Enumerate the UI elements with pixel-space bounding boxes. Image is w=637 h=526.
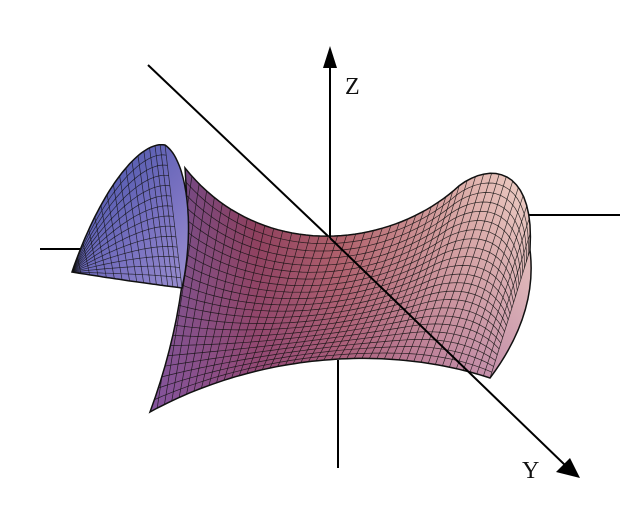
surface-mesh [150,168,531,412]
mesh-line-vertical [164,183,200,405]
mesh-line-horizontal [167,273,511,315]
mesh-line-horizontal [154,339,496,380]
y-axis-front [329,237,567,467]
mesh-line-vertical [269,235,320,369]
mesh-line-horizontal [179,201,525,268]
fold-mesh-line [72,174,169,273]
mesh-line-vertical [435,173,500,365]
mesh-line-horizontal [178,210,524,274]
y-axis-back [147,64,331,239]
fold-mesh-line [72,215,174,273]
mesh-line-vertical [469,205,528,373]
mesh-line-horizontal [164,290,507,326]
mesh-line-horizontal [165,282,509,320]
mesh-line-horizontal [157,323,500,357]
mesh-line-vertical [208,218,248,386]
mesh-line-vertical [171,190,207,401]
z-axis-arrowhead [323,46,337,68]
mesh-line-vertical [406,180,468,361]
mesh-line-vertical [285,235,338,366]
fold-mesh-line [72,256,179,273]
mesh-line-vertical [261,235,311,370]
fold-mesh-line [72,205,173,273]
mesh-line-vertical [178,197,215,398]
mesh-line-vertical [369,206,432,359]
mesh-line-vertical [376,201,440,359]
mesh-line-vertical [391,191,454,360]
mesh-line-horizontal [151,352,492,402]
mesh-line-horizontal [176,220,522,280]
mesh-line-vertical [420,174,485,363]
mesh-line-horizontal [181,189,527,262]
mesh-line-vertical [277,236,329,367]
mesh-line-horizontal [159,315,502,346]
mesh-line-horizontal [168,265,513,309]
mesh-line-vertical [254,234,302,372]
fold-mesh-line [72,164,168,273]
mesh-line-vertical [223,225,266,381]
mesh-line-vertical [238,230,284,376]
z-axis-label: Z [345,74,360,100]
mesh-line-vertical [231,228,275,378]
mesh-line-vertical [462,195,524,371]
mesh-line-vertical [186,203,223,395]
mesh-line-horizontal [172,247,516,297]
mesh-line-vertical [449,180,514,368]
mesh-line-horizontal [170,256,514,303]
mesh-line-vertical [398,185,460,361]
mesh-line-horizontal [156,331,498,368]
mesh-line-horizontal [161,307,503,338]
saddle-surface [71,143,532,414]
mesh-line-vertical [413,176,476,362]
y-axis-arrowhead [556,458,580,478]
fold-mesh-line [72,154,167,273]
mesh-line-vertical [292,235,347,365]
surface-left-fold-outline [71,143,190,289]
mesh-line-vertical [308,232,366,362]
mesh-line-vertical [216,222,257,383]
y-axis-label: Y [522,458,539,484]
fold-mesh-line [72,195,172,273]
mesh-line-vertical [246,232,293,374]
mesh-line-vertical [456,187,519,369]
mesh-line-vertical [476,218,530,375]
mesh-line-vertical [442,176,507,366]
fold-mesh-line [72,225,175,273]
mesh-line-vertical [384,196,447,360]
fold-mesh-line [72,236,176,273]
mesh-line-horizontal [153,346,494,391]
mesh-line-horizontal [183,178,529,256]
surface-left-fold-mesh [72,144,183,288]
mesh-line-horizontal [173,238,518,291]
mesh-line-vertical [201,213,240,389]
mesh-line-vertical [300,233,357,363]
fold-mesh-line [72,271,181,279]
surface-outline [148,165,532,414]
fold-mesh-line [72,246,178,273]
mesh-line-horizontal [162,299,505,332]
fold-mesh-line [72,265,180,273]
mesh-line-vertical [361,211,424,359]
mesh-line-vertical [193,208,231,392]
mesh-line-vertical [315,230,374,362]
fold-mesh-line [72,185,170,273]
